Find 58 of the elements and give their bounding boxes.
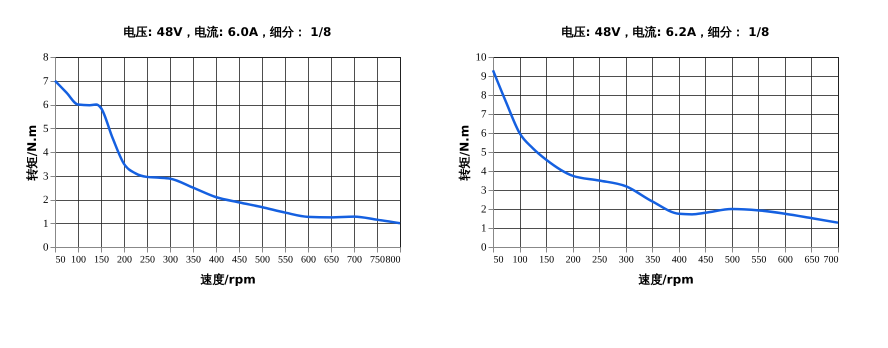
x-tick-label: 600 (778, 254, 793, 266)
y-tick-label: 2 (481, 204, 486, 216)
x-tick-label: 600 (301, 254, 316, 266)
x-tick-label: 650 (804, 254, 820, 266)
chart-subtitle: 电压: 48V，电流: 6.0A，细分： 1/8 (124, 25, 332, 39)
x-axis-title: 速度/rpm (637, 272, 694, 286)
y-tick-label: 3 (481, 184, 487, 196)
y-tick-label: 4 (43, 146, 49, 158)
x-tick-label: 250 (140, 254, 155, 266)
x-tick-label: 400 (209, 254, 224, 266)
x-tick-label: 50 (56, 254, 66, 266)
y-tick-label: 1 (43, 218, 48, 230)
y-tick-label: 7 (43, 75, 49, 88)
x-tick-label: 500 (724, 254, 740, 266)
y-tick-label: 2 (43, 194, 48, 206)
x-tick-label: 100 (71, 254, 86, 266)
x-tick-label: 100 (512, 254, 528, 266)
x-tick-label: 450 (232, 254, 247, 266)
x-tick-label: 500 (255, 254, 270, 266)
x-tick-label: 550 (751, 254, 766, 266)
line-series (492, 69, 840, 224)
x-tick-label: 300 (618, 254, 634, 266)
x-tick-label: 350 (186, 254, 201, 266)
x-tick-label: 300 (163, 254, 178, 266)
x-tick-label: 750 (370, 254, 385, 266)
y-tick-label: 8 (43, 52, 49, 64)
x-tick-label: 350 (645, 254, 660, 266)
x-tick-label: 50 (494, 254, 504, 266)
y-tick-label: 3 (43, 170, 49, 182)
y-tick-label: 9 (481, 70, 487, 82)
x-tick-label: 550 (278, 254, 293, 266)
x-tick-label: 150 (94, 254, 109, 266)
y-tick-label: 0 (481, 242, 487, 254)
x-tick-label: 150 (539, 254, 554, 266)
y-tick-label: 1 (481, 222, 486, 234)
x-tick-label: 800 (386, 254, 400, 266)
x-tick-label: 250 (592, 254, 608, 266)
y-tick-label: 7 (481, 108, 487, 120)
x-tick-label: 200 (117, 254, 132, 266)
x-tick-label: 450 (698, 254, 714, 266)
x-axis-title: 速度/rpm (199, 272, 256, 286)
x-tick-label: 700 (347, 254, 362, 266)
y-tick-label: 6 (481, 128, 487, 140)
y-tick-label: 4 (481, 166, 487, 178)
y-axis-title: 转矩/N.m (25, 124, 39, 182)
y-tick-label: 10 (476, 52, 487, 64)
x-tick-label: 650 (324, 254, 339, 266)
y-tick-label: 6 (43, 99, 49, 111)
y-tick-label: 5 (43, 122, 49, 135)
y-tick-label: 0 (43, 242, 49, 254)
line-series (54, 80, 402, 224)
chart-subtitle: 电压: 48V，电流: 6.2A，细分： 1/8 (562, 25, 770, 39)
y-tick-label: 8 (481, 90, 487, 102)
x-tick-label: 200 (566, 254, 581, 266)
x-tick-label: 400 (672, 254, 687, 266)
y-tick-label: 5 (481, 146, 487, 158)
x-tick-label: 700 (824, 254, 838, 266)
y-axis-title: 转矩/N.m (458, 124, 472, 182)
